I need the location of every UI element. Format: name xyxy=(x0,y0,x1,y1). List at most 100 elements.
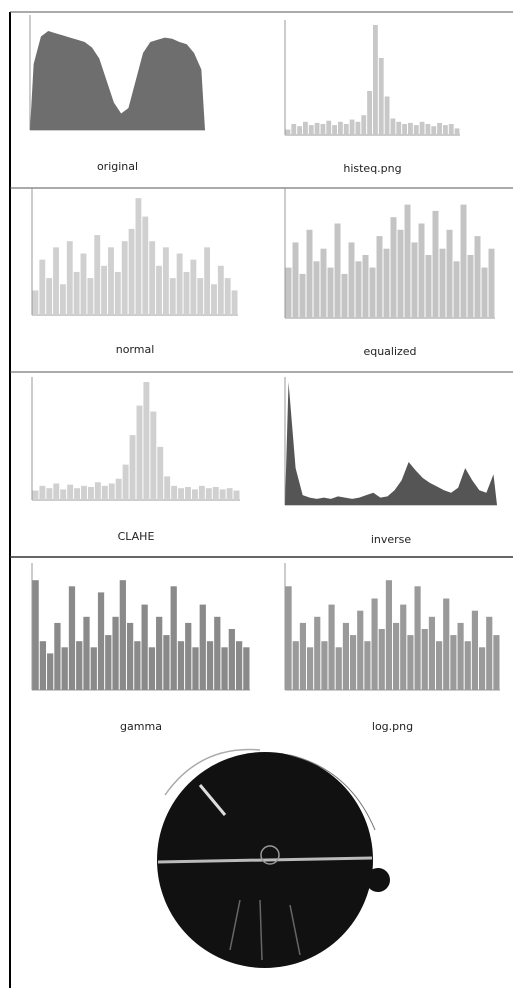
histogram-bar xyxy=(190,259,197,315)
histogram-bar xyxy=(185,487,191,500)
histogram-bar xyxy=(94,235,101,315)
histogram-bar xyxy=(397,229,404,318)
histogram-bar xyxy=(332,125,337,135)
histogram-bar xyxy=(142,216,149,315)
histogram-bar xyxy=(342,622,349,690)
histogram-bar xyxy=(299,622,306,690)
histogram-bar xyxy=(408,122,413,135)
histogram-bar xyxy=(176,253,183,315)
histogram-bar xyxy=(143,382,150,500)
histogram-bar xyxy=(198,485,205,500)
histogram-bar xyxy=(364,641,371,690)
histogram-bar xyxy=(467,255,474,318)
histogram-bar xyxy=(87,487,94,500)
histogram-bar xyxy=(68,586,76,690)
histogram-bar xyxy=(226,488,233,500)
histogram-bar xyxy=(76,641,83,690)
histogram-bar xyxy=(328,604,335,690)
histogram-bar xyxy=(385,580,392,690)
histogram-bar xyxy=(303,121,308,135)
histogram-bar xyxy=(307,647,314,690)
histogram-bar xyxy=(448,124,454,135)
histogram-bar xyxy=(425,124,431,135)
histogram-bar xyxy=(297,126,302,135)
histogram-bar xyxy=(73,271,80,315)
histogram-bar xyxy=(460,204,467,318)
histogram-bar xyxy=(126,622,134,690)
histogram-bar xyxy=(431,126,437,135)
histogram-bar xyxy=(135,198,142,315)
histogram-bar xyxy=(292,242,299,318)
histogram-bar xyxy=(224,278,231,315)
histogram-bar xyxy=(457,622,464,690)
histogram-bar xyxy=(67,484,74,500)
histogram-bar xyxy=(231,290,238,315)
histogram-bar xyxy=(418,223,425,318)
histogram-bar xyxy=(474,236,481,318)
histogram-bar xyxy=(369,267,376,318)
histogram-bar xyxy=(308,125,314,135)
histogram-bar xyxy=(327,267,334,318)
histogram-bar xyxy=(454,128,460,135)
histogram-bar xyxy=(185,622,192,690)
histogram-bar xyxy=(53,247,59,315)
histogram-bar xyxy=(83,616,90,690)
histogram-bar xyxy=(108,483,115,500)
chart-caption: original xyxy=(97,160,138,173)
histogram-bar xyxy=(211,284,217,315)
histogram-bar xyxy=(141,604,148,690)
histogram-bar xyxy=(94,482,101,500)
histogram-bar xyxy=(157,446,164,500)
histogram-bar xyxy=(407,635,414,690)
histogram-bar xyxy=(367,91,372,135)
chart-caption: equalized xyxy=(363,345,416,358)
vessel xyxy=(198,784,227,816)
histogram-bar xyxy=(59,284,66,315)
histogram-bar xyxy=(334,223,341,318)
histogram-bar xyxy=(90,647,97,690)
histogram-bar xyxy=(119,580,126,690)
histogram-bar xyxy=(66,241,73,315)
histogram-bar xyxy=(362,255,369,318)
histogram-bar xyxy=(341,273,348,318)
histogram-bar xyxy=(411,242,418,318)
histogram-bar xyxy=(134,641,141,690)
histogram-bar xyxy=(217,265,224,315)
histogram-bar xyxy=(471,610,478,690)
histogram-bar xyxy=(361,115,367,135)
histogram-bar xyxy=(421,629,428,690)
histogram-bar xyxy=(291,124,297,135)
histogram-bar xyxy=(87,278,94,315)
histogram-bar xyxy=(47,653,54,690)
histogram-bar xyxy=(432,210,439,318)
histogram-bar xyxy=(481,267,488,318)
histogram-bar xyxy=(314,616,321,690)
histogram-bar xyxy=(419,121,425,135)
histogram-bar xyxy=(292,641,299,690)
histogram-bar xyxy=(486,616,493,690)
histogram-bar xyxy=(112,616,119,690)
histogram-bar xyxy=(164,476,171,500)
histogram-bar xyxy=(479,647,486,690)
histogram-bar xyxy=(39,485,46,500)
histogram-bar xyxy=(383,248,390,318)
histogram-bar xyxy=(128,228,135,315)
histogram-bar xyxy=(121,241,128,315)
histogram-bar xyxy=(156,616,163,690)
histogram-bar xyxy=(243,647,250,690)
histogram-bar xyxy=(285,267,292,318)
histogram-bar xyxy=(162,247,169,315)
histogram-bar xyxy=(348,242,355,318)
chart-caption: inverse xyxy=(371,533,412,546)
histogram-bar xyxy=(150,411,157,500)
histogram-bar xyxy=(378,58,384,135)
histogram-bar xyxy=(197,278,204,315)
histogram-bar xyxy=(191,489,198,500)
histogram-bar xyxy=(54,622,61,690)
histogram-bar xyxy=(446,229,453,318)
histogram-bar xyxy=(349,119,355,135)
histogram-bar xyxy=(393,622,400,690)
chart-caption: histeq.png xyxy=(343,162,401,175)
histogram-bar xyxy=(299,273,306,318)
histogram-bar xyxy=(214,616,221,690)
